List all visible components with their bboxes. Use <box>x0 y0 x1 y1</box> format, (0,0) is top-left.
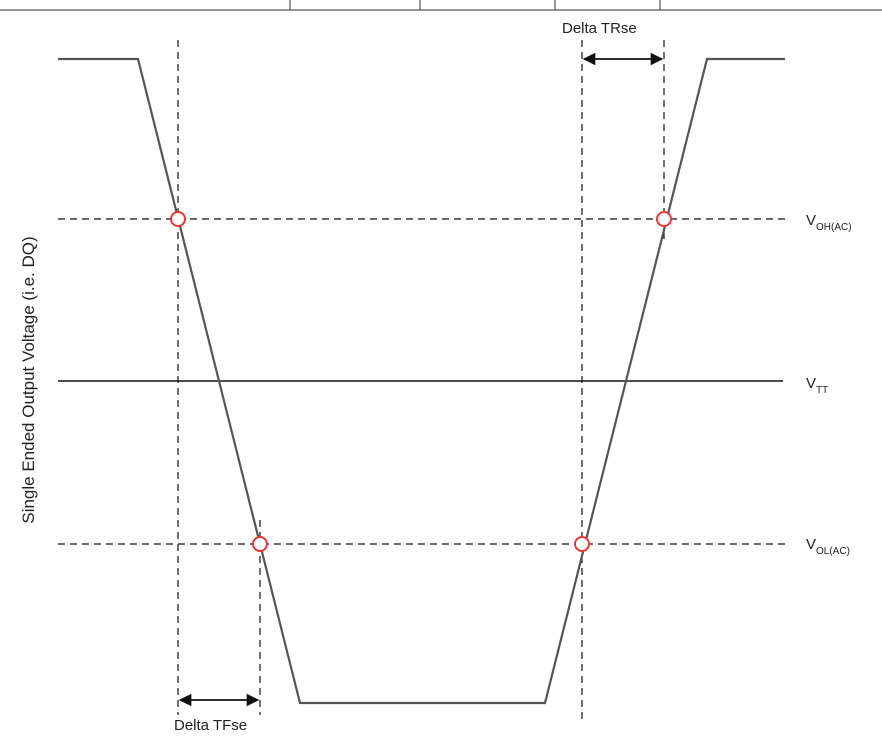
vol-label: VOL(AC) <box>806 536 850 557</box>
signal-waveform <box>58 57 785 705</box>
rise-vol-crossing-marker <box>574 536 590 552</box>
table-fragment <box>0 0 882 11</box>
rise-voh-crossing-marker <box>656 211 672 227</box>
fall-voh-crossing-marker <box>170 211 186 227</box>
vtt-label: VTT <box>806 375 828 396</box>
delta-tfse-label: Delta TFse <box>174 717 247 734</box>
delta-trse-label: Delta TRse <box>562 20 637 37</box>
voh-label: VOH(AC) <box>806 212 852 233</box>
fall-vol-crossing-marker <box>252 536 268 552</box>
y-axis-label: Single Ended Output Voltage (i.e. DQ) <box>19 236 38 523</box>
